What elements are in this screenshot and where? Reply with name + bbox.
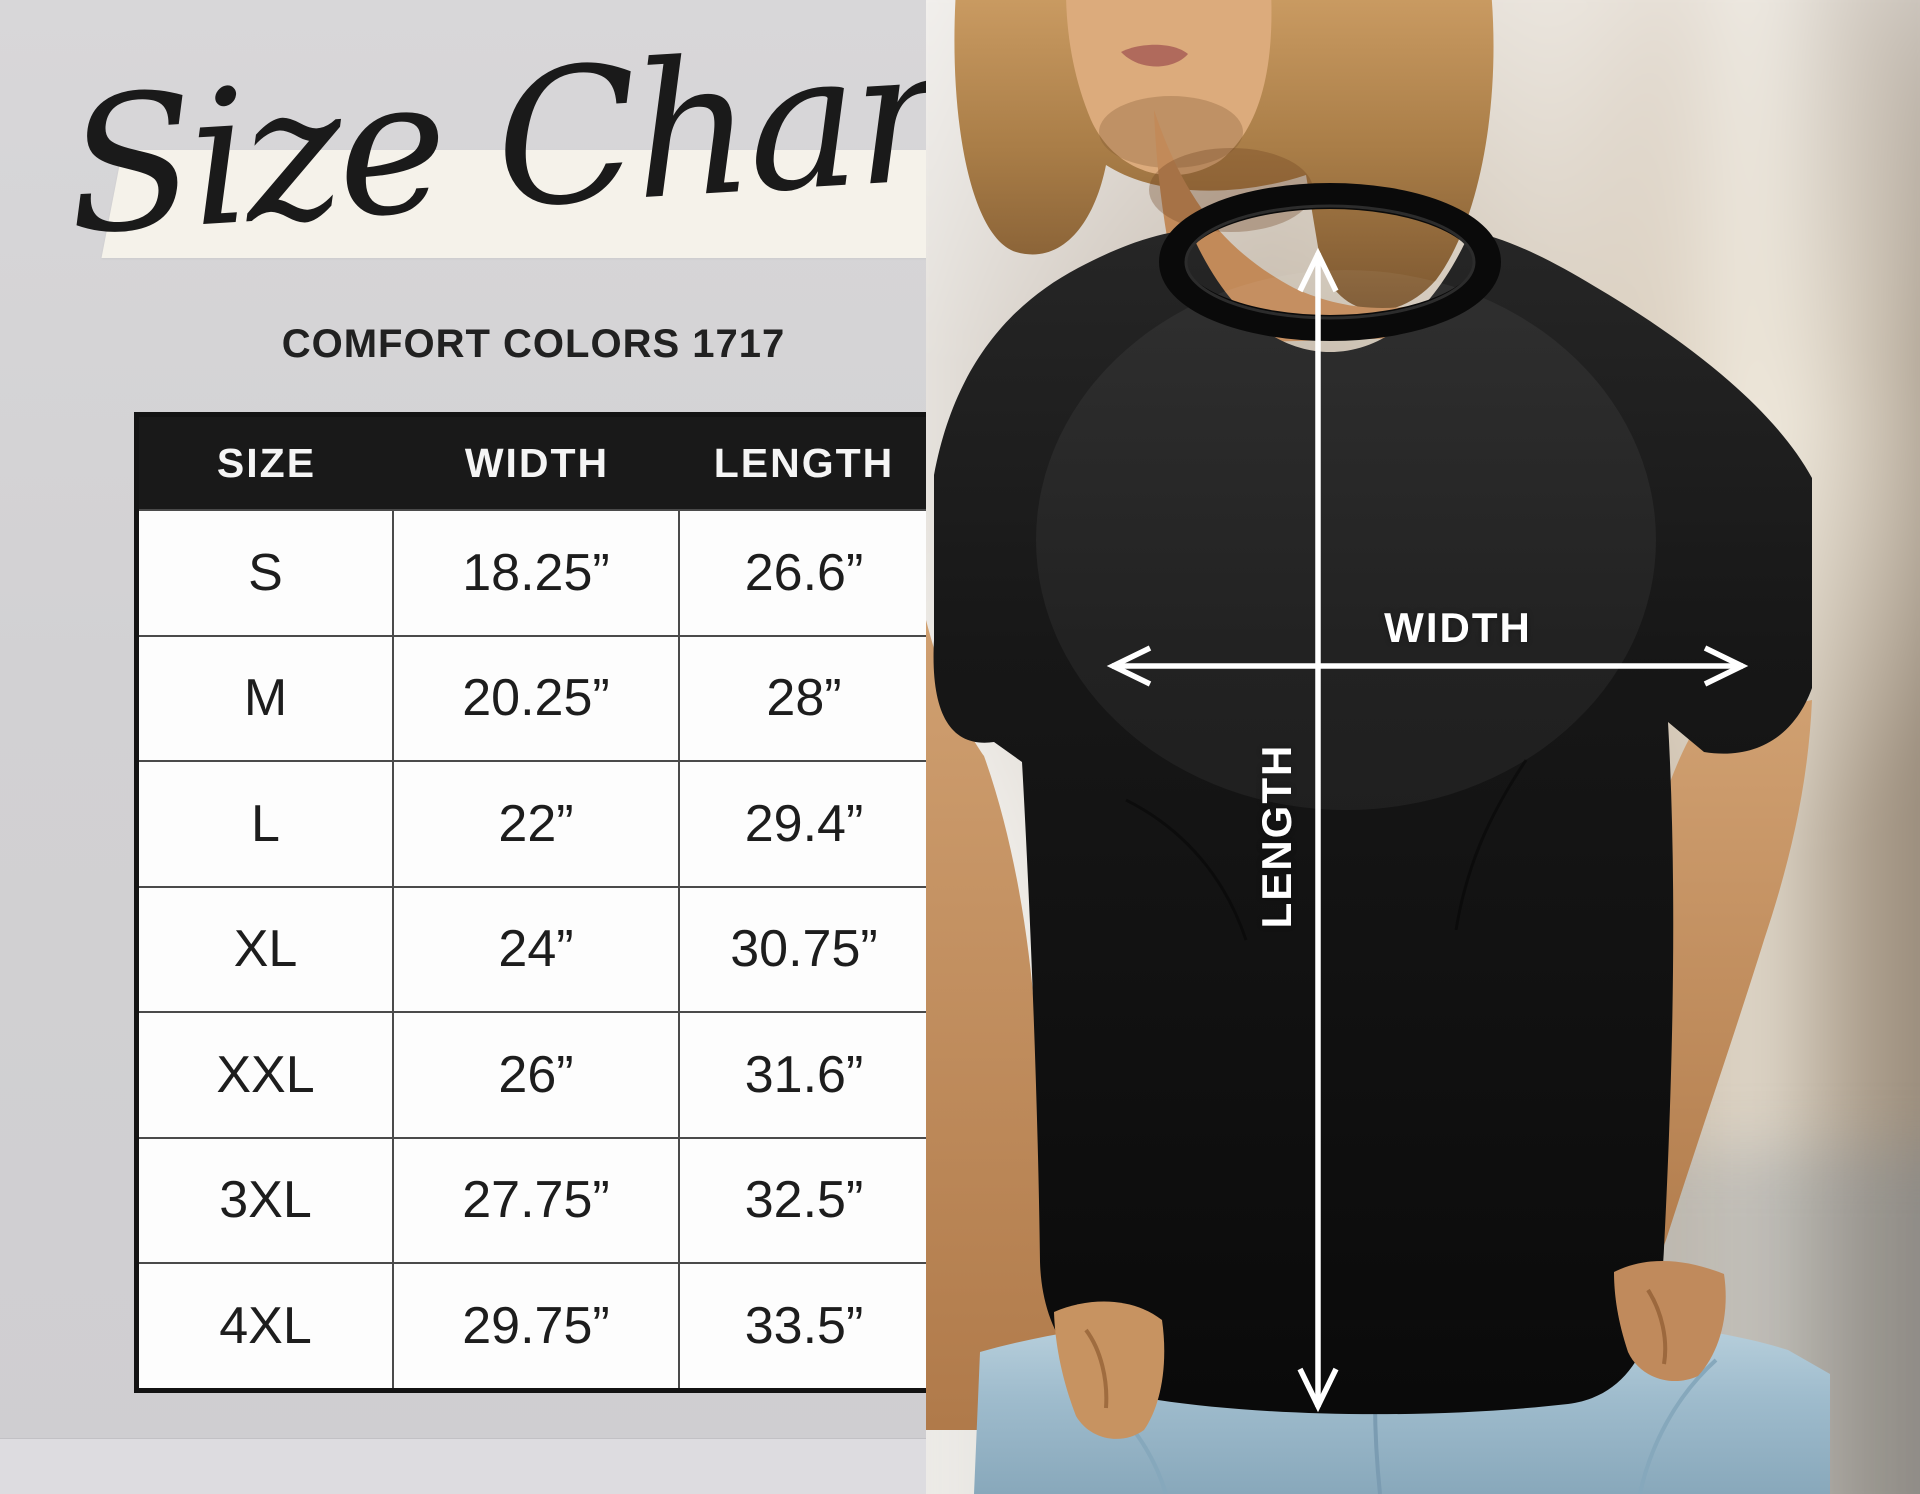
cell-width: 22”	[394, 760, 680, 886]
lips-shape	[1121, 44, 1188, 67]
cell-width: 20.25”	[394, 634, 680, 760]
column-header-width: WIDTH	[394, 417, 680, 509]
cell-width: 24”	[394, 885, 680, 1011]
cell-length: 32.5”	[680, 1136, 928, 1262]
cell-width: 26”	[394, 1011, 680, 1137]
cell-length: 30.75”	[680, 885, 928, 1011]
cell-size: L	[139, 760, 394, 886]
cell-size: 3XL	[139, 1136, 394, 1262]
cell-length: 33.5”	[680, 1262, 928, 1388]
collar-inner-edge	[1184, 204, 1476, 320]
cell-width: 18.25”	[394, 509, 680, 635]
column-header-size: SIZE	[139, 417, 394, 509]
shirt-highlight	[1036, 270, 1656, 810]
left-panel: Size Chart COMFORT COLORS 1717 SIZE WIDT…	[0, 0, 1013, 1494]
left-hand-crease	[1084, 1328, 1109, 1409]
size-table: SIZE WIDTH LENGTH S 18.25” 26.6” M 20.25…	[134, 412, 933, 1393]
left-arm-shape	[926, 620, 1076, 1430]
shirt-fold	[1454, 759, 1528, 931]
tshirt-shape	[933, 230, 1812, 1415]
cell-size: XL	[139, 885, 394, 1011]
cell-size: 4XL	[139, 1262, 394, 1388]
cell-length: 28”	[680, 634, 928, 760]
model-photo: WIDTH LENGTH	[926, 0, 1920, 1494]
model-figure	[926, 0, 1830, 1494]
left-hand-shape	[1054, 1301, 1165, 1439]
cell-size: XXL	[139, 1011, 394, 1137]
cell-size: S	[139, 509, 394, 635]
right-hand-shape	[1614, 1260, 1726, 1382]
chin-shadow	[1099, 96, 1243, 168]
cell-width: 29.75”	[394, 1262, 680, 1388]
page-subtitle: COMFORT COLORS 1717	[281, 322, 786, 366]
cell-size: M	[139, 634, 394, 760]
right-hand-crease	[1646, 1288, 1668, 1365]
cell-length: 29.4”	[680, 760, 928, 886]
column-header-length: LENGTH	[680, 417, 928, 509]
width-label: WIDTH	[1384, 604, 1532, 651]
jeans-pocket-seam-right	[1638, 1358, 1718, 1494]
length-label: LENGTH	[1253, 743, 1300, 929]
neck-shape	[1154, 110, 1474, 344]
cell-width: 27.75”	[394, 1136, 680, 1262]
page-title: Size Chart	[61, 1, 1014, 276]
collar-shape	[1159, 183, 1501, 341]
face-shape	[1066, 0, 1272, 176]
cell-length: 31.6”	[680, 1011, 928, 1137]
floor-strip	[0, 1438, 926, 1494]
cell-length: 26.6”	[680, 509, 928, 635]
shirt-fold	[1125, 798, 1248, 941]
